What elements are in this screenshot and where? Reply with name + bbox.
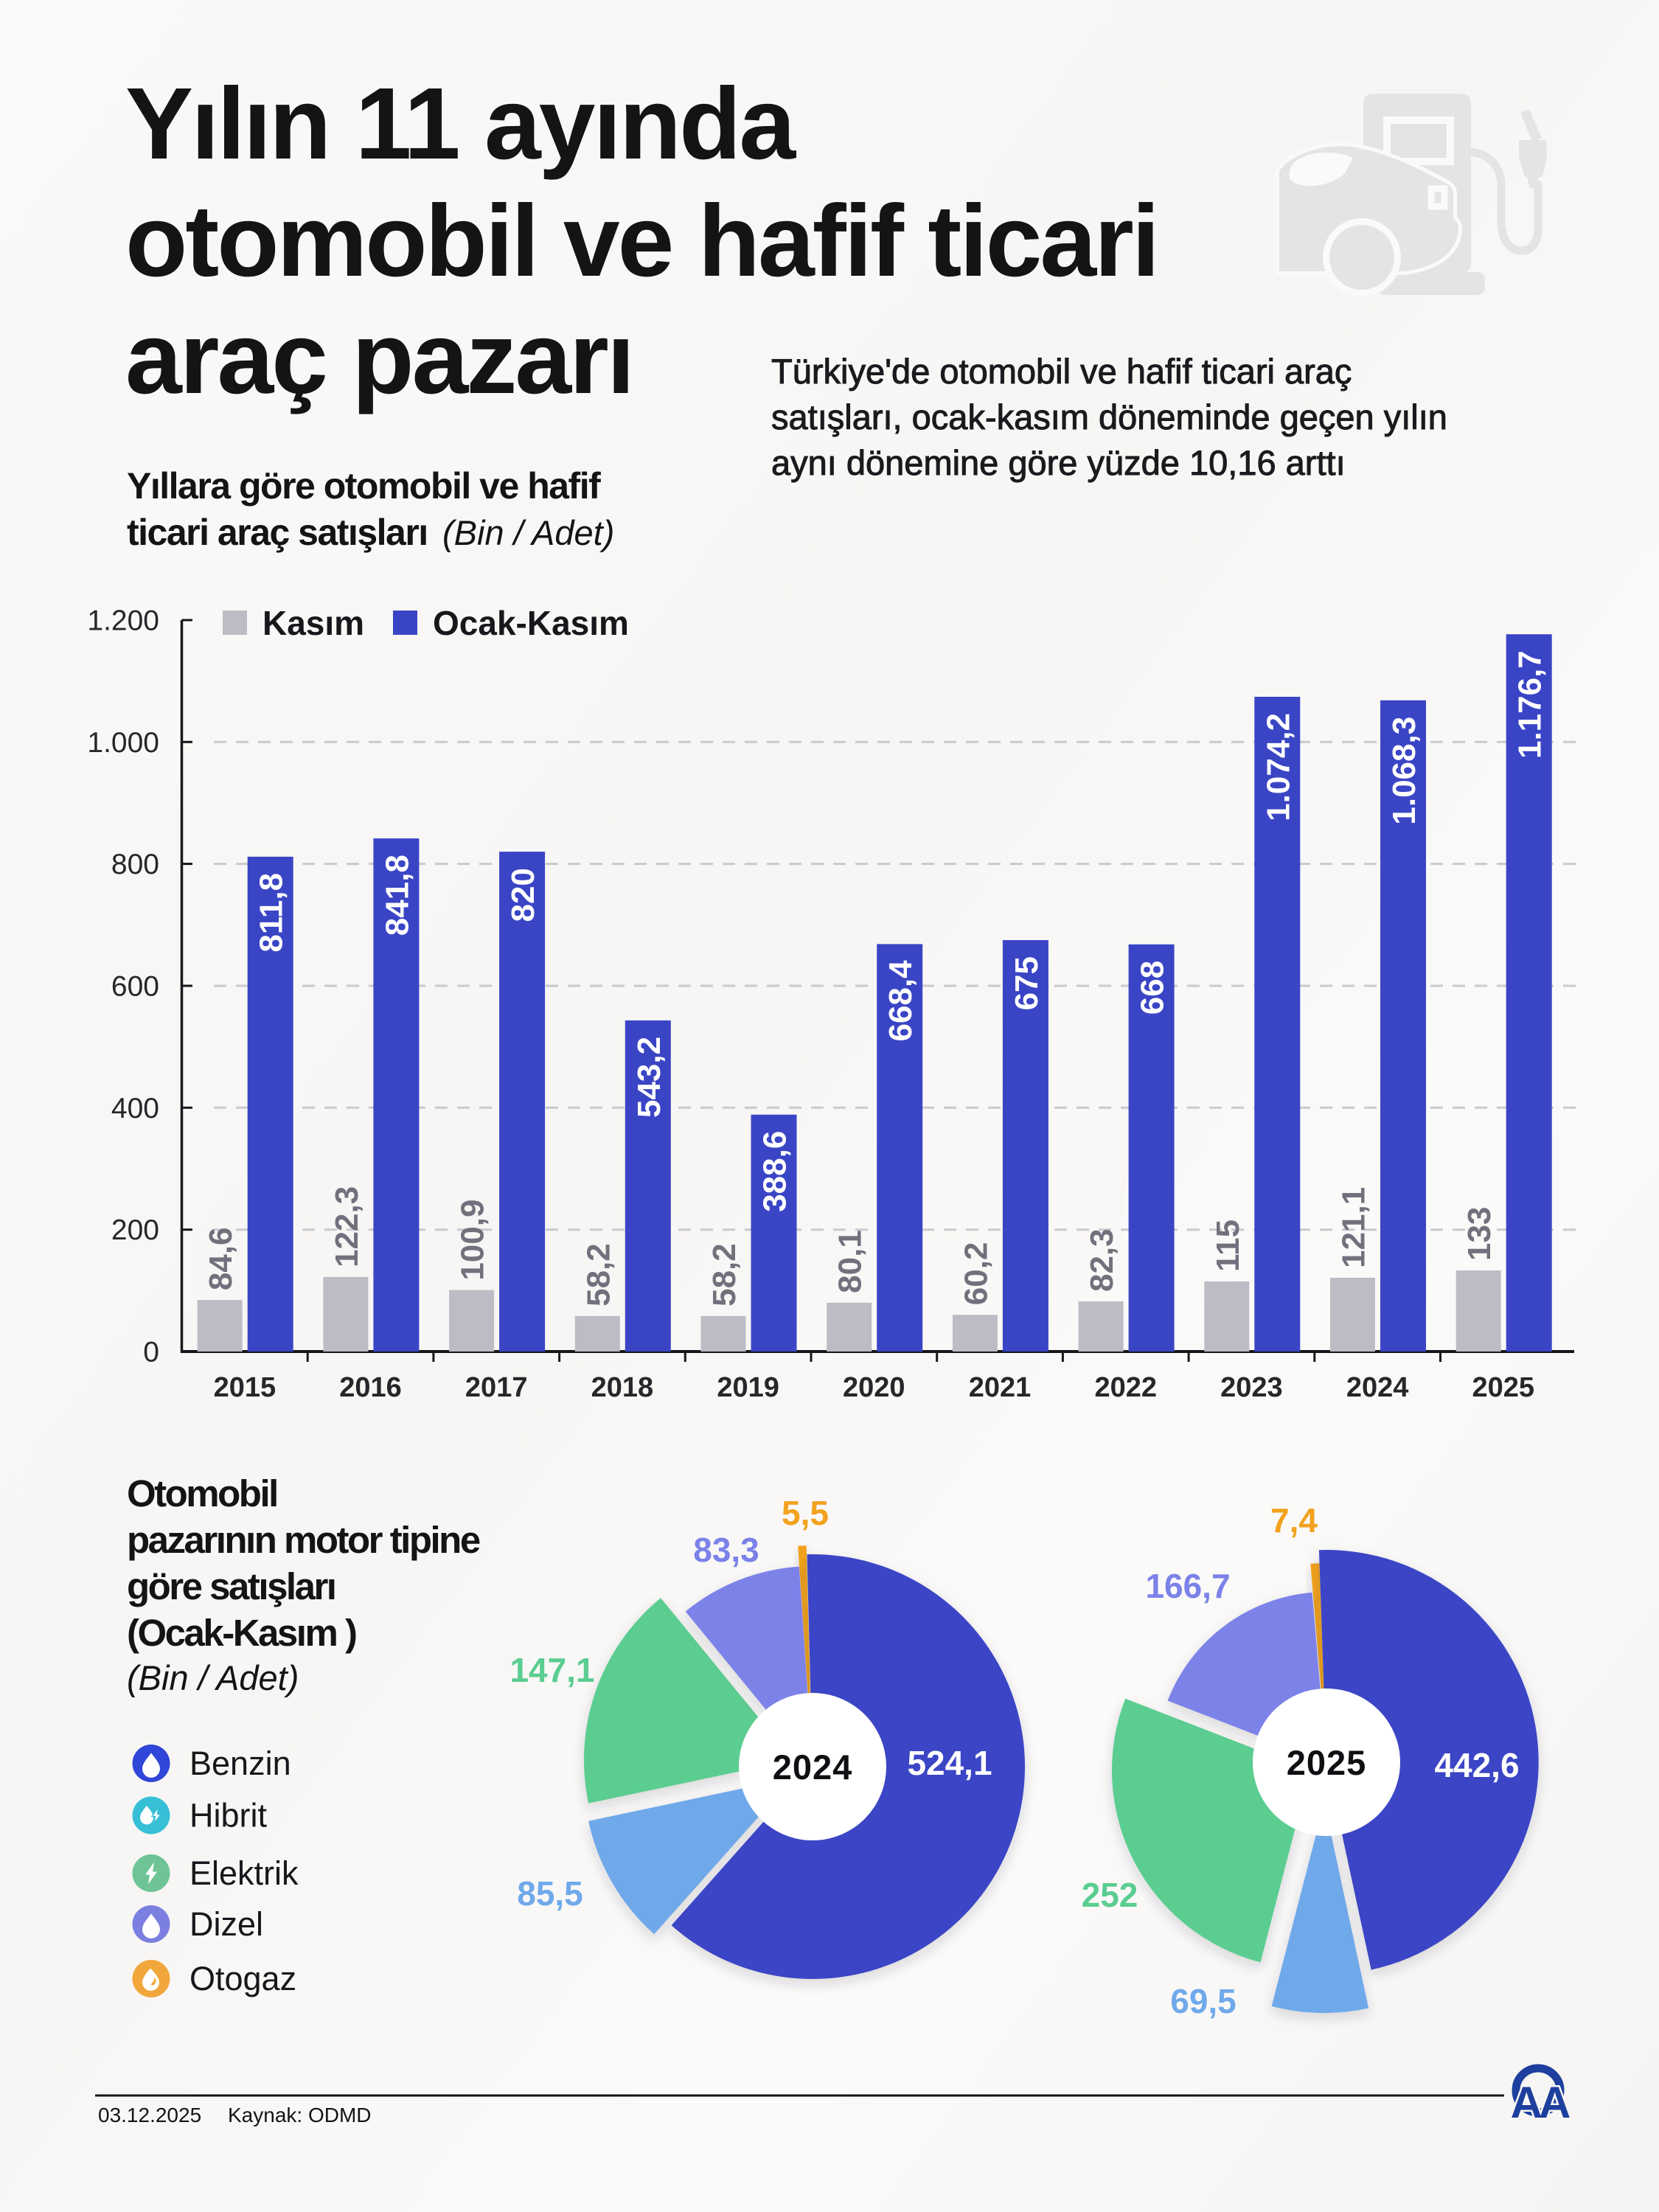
svg-text:84,6: 84,6 (203, 1227, 239, 1290)
svg-text:252: 252 (1082, 1876, 1138, 1914)
svg-text:442,6: 442,6 (1434, 1746, 1519, 1784)
svg-text:2025: 2025 (1287, 1743, 1367, 1782)
svg-text:841,8: 841,8 (379, 855, 415, 936)
svg-text:147,1: 147,1 (509, 1651, 594, 1689)
svg-text:(Ocak-Kasım ): (Ocak-Kasım ) (127, 1612, 356, 1654)
svg-text:2021: 2021 (969, 1372, 1032, 1403)
svg-text:1.176,7: 1.176,7 (1512, 650, 1548, 759)
svg-text:524,1: 524,1 (907, 1744, 992, 1782)
svg-text:800: 800 (111, 849, 159, 880)
svg-text:Dizel: Dizel (189, 1905, 263, 1943)
svg-text:200: 200 (111, 1214, 159, 1246)
svg-text:121,1: 121,1 (1336, 1187, 1372, 1268)
svg-text:82,3: 82,3 (1084, 1228, 1120, 1292)
svg-text:2015: 2015 (214, 1372, 276, 1403)
svg-text:ticari araç satışları: ticari araç satışları (127, 512, 428, 553)
svg-text:400: 400 (111, 1093, 159, 1124)
svg-text:820: 820 (505, 868, 541, 922)
svg-text:58,2: 58,2 (580, 1243, 616, 1307)
svg-text:2018: 2018 (591, 1372, 654, 1403)
svg-text:60,2: 60,2 (958, 1242, 994, 1306)
svg-text:2024: 2024 (1346, 1372, 1409, 1403)
svg-text:1.074,2: 1.074,2 (1260, 713, 1296, 821)
svg-text:668: 668 (1135, 961, 1171, 1015)
svg-text:Otomobil: Otomobil (127, 1472, 277, 1514)
svg-text:2016: 2016 (339, 1372, 402, 1403)
svg-text:satışları, ocak-kasım dönemind: satışları, ocak-kasım döneminde geçen yı… (771, 397, 1447, 437)
svg-text:7,4: 7,4 (1270, 1501, 1318, 1540)
svg-text:85,5: 85,5 (517, 1874, 583, 1913)
svg-text:Yılın 11 ayında: Yılın 11 ayında (125, 67, 796, 181)
svg-text:Hibrit: Hibrit (189, 1797, 268, 1834)
svg-text:0: 0 (143, 1337, 159, 1368)
svg-text:58,2: 58,2 (706, 1243, 742, 1307)
svg-text:1.200: 1.200 (87, 605, 159, 637)
svg-text:388,6: 388,6 (757, 1131, 793, 1212)
svg-text:Benzin: Benzin (189, 1745, 291, 1782)
svg-text:2019: 2019 (717, 1372, 779, 1403)
svg-text:1.000: 1.000 (87, 727, 159, 759)
svg-text:2024: 2024 (773, 1747, 853, 1787)
svg-text:1.068,3: 1.068,3 (1386, 717, 1422, 825)
svg-text:2017: 2017 (465, 1372, 528, 1403)
svg-text:Türkiye'de otomobil ve hafif t: Türkiye'de otomobil ve hafif ticari araç (771, 352, 1352, 391)
svg-text:100,9: 100,9 (455, 1199, 491, 1280)
svg-text:115: 115 (1210, 1220, 1246, 1272)
svg-text:133: 133 (1461, 1207, 1498, 1261)
svg-text:675: 675 (1009, 956, 1045, 1010)
svg-text:668,4: 668,4 (883, 960, 919, 1042)
svg-text:(Bin / Adet): (Bin / Adet) (442, 513, 614, 552)
svg-text:03.12.2025: 03.12.2025 (98, 2104, 201, 2126)
svg-text:AA: AA (1511, 2078, 1570, 2127)
svg-text:600: 600 (111, 971, 159, 1003)
svg-text:(Bin / Adet): (Bin / Adet) (127, 1658, 299, 1697)
svg-text:2023: 2023 (1220, 1372, 1283, 1403)
svg-text:2025: 2025 (1472, 1372, 1535, 1403)
svg-text:2022: 2022 (1095, 1372, 1158, 1403)
svg-text:83,3: 83,3 (693, 1531, 759, 1569)
svg-text:5,5: 5,5 (782, 1494, 829, 1532)
svg-text:166,7: 166,7 (1145, 1567, 1230, 1605)
svg-text:pazarının motor tipine: pazarının motor tipine (127, 1519, 480, 1561)
svg-text:araç pazarı: araç pazarı (125, 302, 633, 415)
svg-text:Otogaz: Otogaz (189, 1960, 296, 1997)
svg-text:2020: 2020 (843, 1372, 905, 1403)
svg-text:Elektrik: Elektrik (189, 1854, 299, 1892)
svg-text:80,1: 80,1 (832, 1230, 869, 1293)
svg-text:Yıllara göre otomobil ve hafif: Yıllara göre otomobil ve hafif (127, 465, 601, 507)
svg-text:Kasım: Kasım (262, 604, 364, 642)
svg-text:122,3: 122,3 (329, 1186, 365, 1267)
svg-text:otomobil ve hafif ticari: otomobil ve hafif ticari (125, 184, 1158, 298)
svg-text:Kaynak: ODMD: Kaynak: ODMD (228, 2104, 372, 2126)
svg-text:aynı dönemine göre yüzde 10,16: aynı dönemine göre yüzde 10,16 arttı (771, 443, 1346, 482)
svg-text:811,8: 811,8 (254, 873, 290, 953)
svg-text:543,2: 543,2 (631, 1037, 667, 1118)
svg-text:69,5: 69,5 (1170, 1982, 1237, 2020)
svg-text:Ocak-Kasım: Ocak-Kasım (433, 604, 629, 642)
svg-text:göre satışları: göre satışları (127, 1565, 335, 1607)
